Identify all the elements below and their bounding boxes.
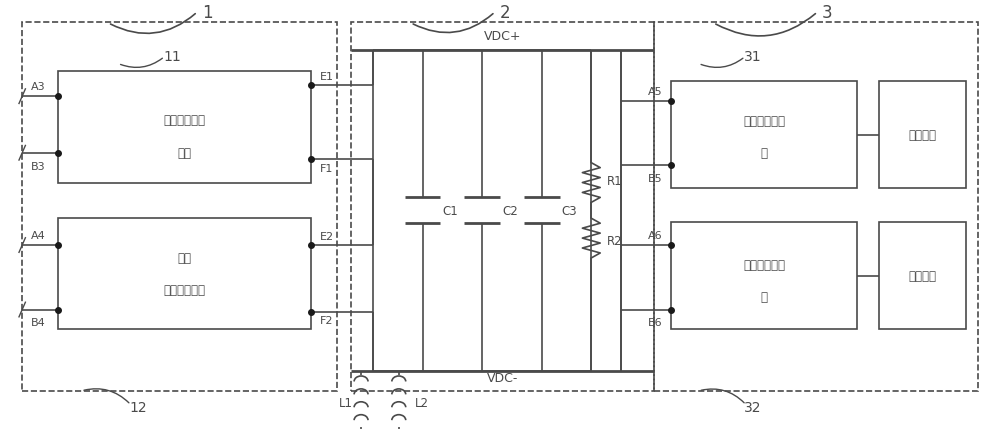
- Bar: [58, 219, 311, 330]
- Bar: [351, 23, 654, 391]
- Text: L2: L2: [415, 396, 429, 409]
- Bar: [879, 223, 966, 330]
- Text: 11: 11: [164, 50, 181, 64]
- Text: C1: C1: [442, 204, 458, 217]
- Text: VDC-: VDC-: [487, 371, 519, 384]
- Text: 31: 31: [744, 50, 762, 64]
- Text: 12: 12: [129, 400, 147, 414]
- Text: 3: 3: [822, 4, 833, 22]
- Text: 器: 器: [760, 147, 767, 160]
- Text: 1: 1: [202, 4, 213, 22]
- Bar: [654, 23, 978, 391]
- Text: A3: A3: [31, 82, 45, 92]
- Text: 牵引电机: 牵引电机: [909, 270, 937, 283]
- Text: 第一三相逆变: 第一三相逆变: [743, 115, 785, 128]
- Text: 流器: 流器: [177, 147, 191, 160]
- Text: R2: R2: [607, 234, 623, 247]
- Bar: [671, 82, 857, 189]
- Text: 第二: 第二: [177, 252, 191, 265]
- Text: A5: A5: [648, 87, 663, 97]
- Bar: [58, 72, 311, 183]
- Bar: [22, 23, 337, 391]
- Text: F2: F2: [319, 316, 333, 326]
- Text: E1: E1: [319, 72, 333, 82]
- Text: 器: 器: [760, 290, 767, 304]
- Text: 第二三相逆变: 第二三相逆变: [743, 259, 785, 272]
- Bar: [671, 223, 857, 330]
- Text: E2: E2: [319, 232, 334, 242]
- Bar: [879, 82, 966, 189]
- Text: R1: R1: [607, 175, 623, 187]
- Text: 四象限整流器: 四象限整流器: [163, 283, 205, 297]
- Text: B4: B4: [31, 318, 45, 328]
- Text: 32: 32: [744, 400, 762, 414]
- Text: VDC+: VDC+: [484, 30, 522, 43]
- Text: F1: F1: [319, 163, 333, 173]
- Text: 第一四象限整: 第一四象限整: [163, 113, 205, 126]
- Text: B6: B6: [648, 318, 663, 328]
- Text: B5: B5: [648, 173, 663, 183]
- Text: B3: B3: [31, 161, 45, 171]
- Text: L1: L1: [339, 396, 353, 409]
- Text: A4: A4: [31, 230, 45, 240]
- Text: A6: A6: [648, 230, 663, 240]
- Text: 牵引电机: 牵引电机: [909, 129, 937, 142]
- Text: C2: C2: [502, 204, 518, 217]
- Text: C3: C3: [562, 204, 577, 217]
- Text: 2: 2: [500, 4, 510, 22]
